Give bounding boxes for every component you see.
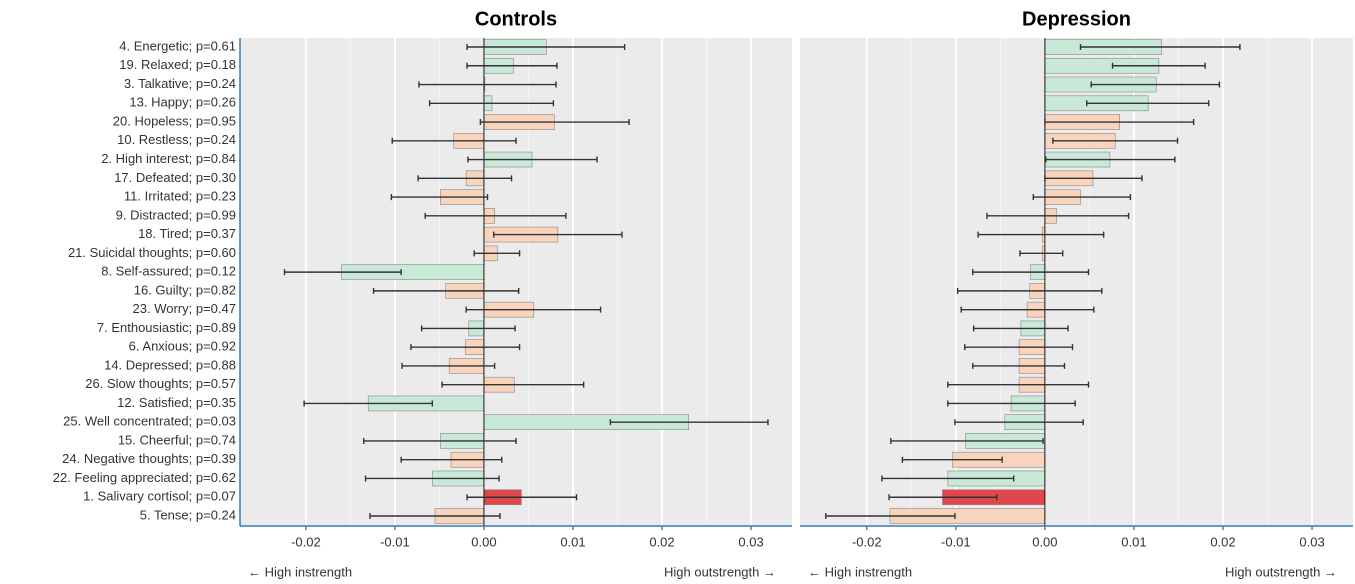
error-bar xyxy=(1079,44,1241,50)
error-bar xyxy=(986,212,1130,219)
y-tick-label: 3. Talkative; p=0.24 xyxy=(124,76,236,91)
error-bar xyxy=(467,156,598,163)
error-bar xyxy=(390,194,489,201)
error-bar xyxy=(428,100,555,107)
y-tick-label: 5. Tense; p=0.24 xyxy=(140,507,236,522)
error-bar xyxy=(881,475,1015,482)
error-bar xyxy=(956,287,1103,294)
error-bar xyxy=(954,419,1084,426)
error-bar xyxy=(901,456,1003,463)
y-tick-label: 11. Irritated; p=0.23 xyxy=(124,189,236,204)
x-axis-annotation: ← High instrength xyxy=(808,564,912,579)
error-bar xyxy=(1111,62,1206,69)
y-tick-label: 18. Tired; p=0.37 xyxy=(138,226,236,241)
y-tick-label: 15. Cheerful; p=0.74 xyxy=(118,432,236,447)
x-tick-label: 0.01 xyxy=(1121,534,1146,549)
error-bar xyxy=(825,513,956,519)
error-bar xyxy=(363,437,517,444)
error-bar xyxy=(960,306,1095,313)
error-bar xyxy=(1032,194,1132,201)
y-tick-label: 17. Defeated; p=0.30 xyxy=(114,170,236,185)
error-bar xyxy=(418,81,557,88)
error-bar xyxy=(466,494,578,501)
y-tick-label: 8. Self-assured; p=0.12 xyxy=(101,264,236,279)
error-bar xyxy=(466,44,626,50)
x-tick-label: -0.02 xyxy=(291,534,321,549)
error-bar xyxy=(1052,137,1179,144)
error-bar xyxy=(466,62,558,69)
error-bar xyxy=(401,362,496,369)
y-tick-label: 22. Feeling appreciated; p=0.62 xyxy=(53,470,236,485)
error-bar xyxy=(972,269,1090,276)
y-tick-label: 25. Well concentrated; p=0.03 xyxy=(63,414,236,429)
error-bar xyxy=(372,287,520,294)
error-bar xyxy=(473,250,521,257)
error-bar xyxy=(465,306,602,313)
y-tick-label: 2. High interest; p=0.84 xyxy=(101,151,236,166)
error-bar xyxy=(947,400,1076,407)
y-tick-label: 16. Guilty; p=0.82 xyxy=(134,282,236,297)
y-tick-label: 9. Distracted; p=0.99 xyxy=(116,207,236,222)
error-bar xyxy=(400,456,503,463)
error-bar xyxy=(391,137,517,144)
error-bar xyxy=(1044,175,1143,182)
error-bar xyxy=(1044,119,1195,126)
panel-background xyxy=(800,38,1353,526)
error-bar xyxy=(1090,81,1221,88)
x-tick-label: 0.02 xyxy=(1210,534,1235,549)
error-bar xyxy=(609,419,769,426)
error-bar xyxy=(369,513,501,519)
y-tick-label: 23. Worry; p=0.47 xyxy=(133,301,236,316)
chart-title: Controls xyxy=(475,8,557,30)
y-tick-label: 10. Restless; p=0.24 xyxy=(117,132,236,147)
x-tick-label: 0.00 xyxy=(471,534,496,549)
x-tick-label: 0.03 xyxy=(1299,534,1324,549)
y-tick-label: 7. Enthousiastic; p=0.89 xyxy=(97,320,236,335)
error-bar xyxy=(1086,100,1210,107)
error-bar xyxy=(441,381,585,388)
x-tick-label: 0.03 xyxy=(738,534,763,549)
error-bar xyxy=(479,119,630,126)
y-tick-label: 21. Suicidal thoughts; p=0.60 xyxy=(68,245,236,260)
error-bar xyxy=(410,344,521,351)
error-bar xyxy=(1045,156,1176,163)
y-tick-label: 26. Slow thoughts; p=0.57 xyxy=(85,376,236,391)
x-tick-label: -0.01 xyxy=(380,534,410,549)
error-bar xyxy=(964,344,1074,351)
y-tick-label: 19. Relaxed; p=0.18 xyxy=(119,57,236,72)
x-tick-label: 0.00 xyxy=(1032,534,1057,549)
y-tick-label: 12. Satisfied; p=0.35 xyxy=(117,395,236,410)
error-bar xyxy=(972,362,1066,369)
error-bar xyxy=(424,212,567,219)
x-tick-label: 0.01 xyxy=(560,534,585,549)
x-axis-annotation: High outstrength → xyxy=(1225,564,1337,579)
chart-title: Depression xyxy=(1022,8,1131,30)
y-tick-label: 13. Happy; p=0.26 xyxy=(129,95,236,110)
error-bar xyxy=(1019,250,1064,257)
error-bar xyxy=(888,494,998,501)
y-tick-label: 6. Anxious; p=0.92 xyxy=(129,339,236,354)
y-tick-label: 24. Negative thoughts; p=0.39 xyxy=(62,451,236,466)
error-bar xyxy=(303,400,434,407)
x-axis-annotation: ← High instrength xyxy=(248,564,352,579)
y-tick-label: 4. Energetic; p=0.61 xyxy=(119,38,236,53)
error-bar xyxy=(283,269,402,276)
y-tick-label: 14. Depressed; p=0.88 xyxy=(104,357,236,372)
x-tick-label: 0.02 xyxy=(649,534,674,549)
error-bar xyxy=(947,381,1090,388)
error-bar xyxy=(420,325,516,332)
panel-background xyxy=(240,38,792,526)
y-tick-label: 20. Hopeless; p=0.95 xyxy=(113,113,236,128)
error-bar xyxy=(890,437,1044,444)
error-bar xyxy=(417,175,513,182)
error-bar xyxy=(364,475,500,482)
error-bar xyxy=(977,231,1105,238)
x-tick-label: -0.01 xyxy=(941,534,971,549)
y-tick-label: 1. Salivary cortisol; p=0.07 xyxy=(83,489,236,504)
error-bar xyxy=(972,325,1069,332)
error-bar xyxy=(493,231,623,238)
x-axis-annotation: High outstrength → xyxy=(664,564,776,579)
x-tick-label: -0.02 xyxy=(852,534,882,549)
